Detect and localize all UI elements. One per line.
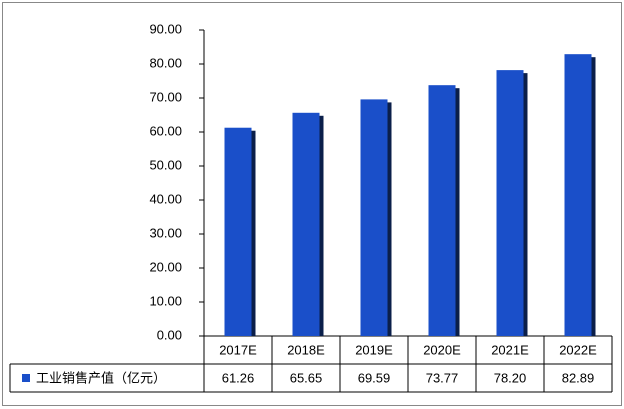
y-tick-label: 20.00 [149,259,182,274]
x-tick-label: 2017E [219,342,257,357]
legend-label: 工业销售产值（亿元） [36,370,166,385]
bar [224,127,252,336]
bar [360,99,388,336]
bar [292,112,320,336]
table-value: 65.65 [290,370,323,385]
bar [496,70,524,337]
legend-key [22,374,30,382]
x-tick-label: 2022E [559,342,597,357]
y-tick-label: 60.00 [149,123,182,138]
x-tick-label: 2020E [423,342,461,357]
y-tick-label: 30.00 [149,225,182,240]
bar [564,54,592,336]
table-value: 69.59 [358,370,391,385]
y-tick-label: 40.00 [149,191,182,206]
y-tick-label: 0.00 [157,327,182,342]
y-tick-label: 70.00 [149,89,182,104]
x-tick-label: 2018E [287,342,325,357]
table-value: 82.89 [562,370,595,385]
y-tick-label: 10.00 [149,293,182,308]
y-tick-label: 80.00 [149,55,182,70]
x-tick-label: 2021E [491,342,529,357]
x-tick-label: 2019E [355,342,393,357]
table-value: 73.77 [426,370,459,385]
table-value: 78.20 [494,370,527,385]
bar [428,85,456,336]
table-value: 61.26 [222,370,255,385]
y-tick-label: 50.00 [149,157,182,172]
y-tick-label: 90.00 [149,21,182,36]
